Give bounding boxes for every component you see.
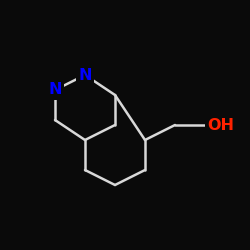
Text: OH: OH <box>208 118 234 132</box>
Text: N: N <box>78 68 92 82</box>
Text: N: N <box>48 82 62 98</box>
